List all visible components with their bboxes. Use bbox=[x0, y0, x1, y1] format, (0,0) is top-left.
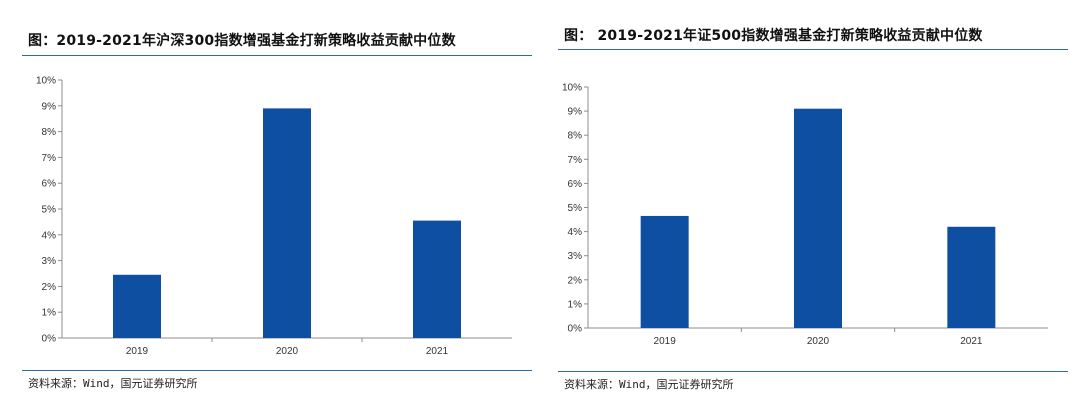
y-tick-label: 3% bbox=[568, 251, 583, 262]
y-tick-label: 5% bbox=[568, 203, 583, 214]
x-tick-label: 2020 bbox=[807, 336, 830, 347]
y-tick-label: 6% bbox=[568, 179, 583, 190]
y-tick-label: 5% bbox=[42, 205, 57, 216]
y-tick-label: 8% bbox=[42, 127, 57, 138]
x-tick-label: 2021 bbox=[960, 336, 983, 347]
x-tick-label: 2019 bbox=[654, 336, 677, 347]
bar-chart-hs300: 0% 1% 2% 3% 4% 5% 6% 7% 8% 9% 10% 2019 2020 2021 bbox=[36, 76, 512, 357]
y-tick-label: 10% bbox=[562, 83, 582, 94]
source-note: 资料来源：Wind，国元证券研究所 bbox=[28, 377, 198, 390]
x-tick-label: 2019 bbox=[126, 346, 149, 357]
y-tick-label: 4% bbox=[568, 227, 583, 238]
y-tick-label: 9% bbox=[42, 101, 57, 112]
y-tick-label: 1% bbox=[42, 308, 57, 319]
y-tick-label: 7% bbox=[42, 153, 57, 164]
y-tick-label: 2% bbox=[42, 282, 57, 293]
bar-2021 bbox=[947, 226, 996, 328]
source-divider bbox=[558, 371, 1068, 372]
chart-title: 图： 2019-2021年证500指数增强基金打新策略收益贡献中位数 bbox=[564, 28, 983, 44]
y-tick-label: 3% bbox=[42, 256, 57, 267]
y-tick-label: 0% bbox=[568, 324, 583, 335]
bar-2020 bbox=[794, 108, 842, 328]
bar-2019 bbox=[113, 274, 161, 338]
y-tick-label: 9% bbox=[568, 107, 583, 118]
chart-title: 图：2019-2021年沪深300指数增强基金打新策略收益贡献中位数 bbox=[28, 33, 456, 49]
x-tick-label: 2020 bbox=[276, 346, 299, 357]
y-tick-label: 0% bbox=[42, 334, 57, 345]
title-divider bbox=[22, 55, 532, 56]
bar-chart-csi500: 0% 1% 2% 3% 4% 5% 6% 7% 8% 9% 10% 2019 2020 2021 bbox=[562, 83, 1048, 347]
title-divider bbox=[558, 49, 1068, 50]
x-tick-label: 2021 bbox=[426, 346, 449, 357]
y-tick-label: 6% bbox=[42, 179, 57, 190]
source-divider bbox=[22, 370, 532, 371]
chart-panel-csi500: 图： 2019-2021年证500指数增强基金打新策略收益贡献中位数 0% 1% 2… bbox=[558, 0, 1068, 406]
bar-2019 bbox=[640, 215, 689, 328]
bar-2021 bbox=[413, 220, 461, 338]
bar-2020 bbox=[263, 108, 311, 338]
y-tick-label: 8% bbox=[568, 131, 583, 142]
y-tick-label: 7% bbox=[568, 155, 583, 166]
y-tick-label: 10% bbox=[36, 76, 56, 87]
source-note: 资料来源：Wind，国元证券研究所 bbox=[564, 378, 734, 391]
chart-panel-hs300: 图：2019-2021年沪深300指数增强基金打新策略收益贡献中位数 0% 1% 2… bbox=[22, 0, 532, 406]
y-tick-label: 4% bbox=[42, 230, 57, 241]
y-tick-label: 1% bbox=[568, 299, 583, 310]
y-tick-label: 2% bbox=[568, 275, 583, 286]
